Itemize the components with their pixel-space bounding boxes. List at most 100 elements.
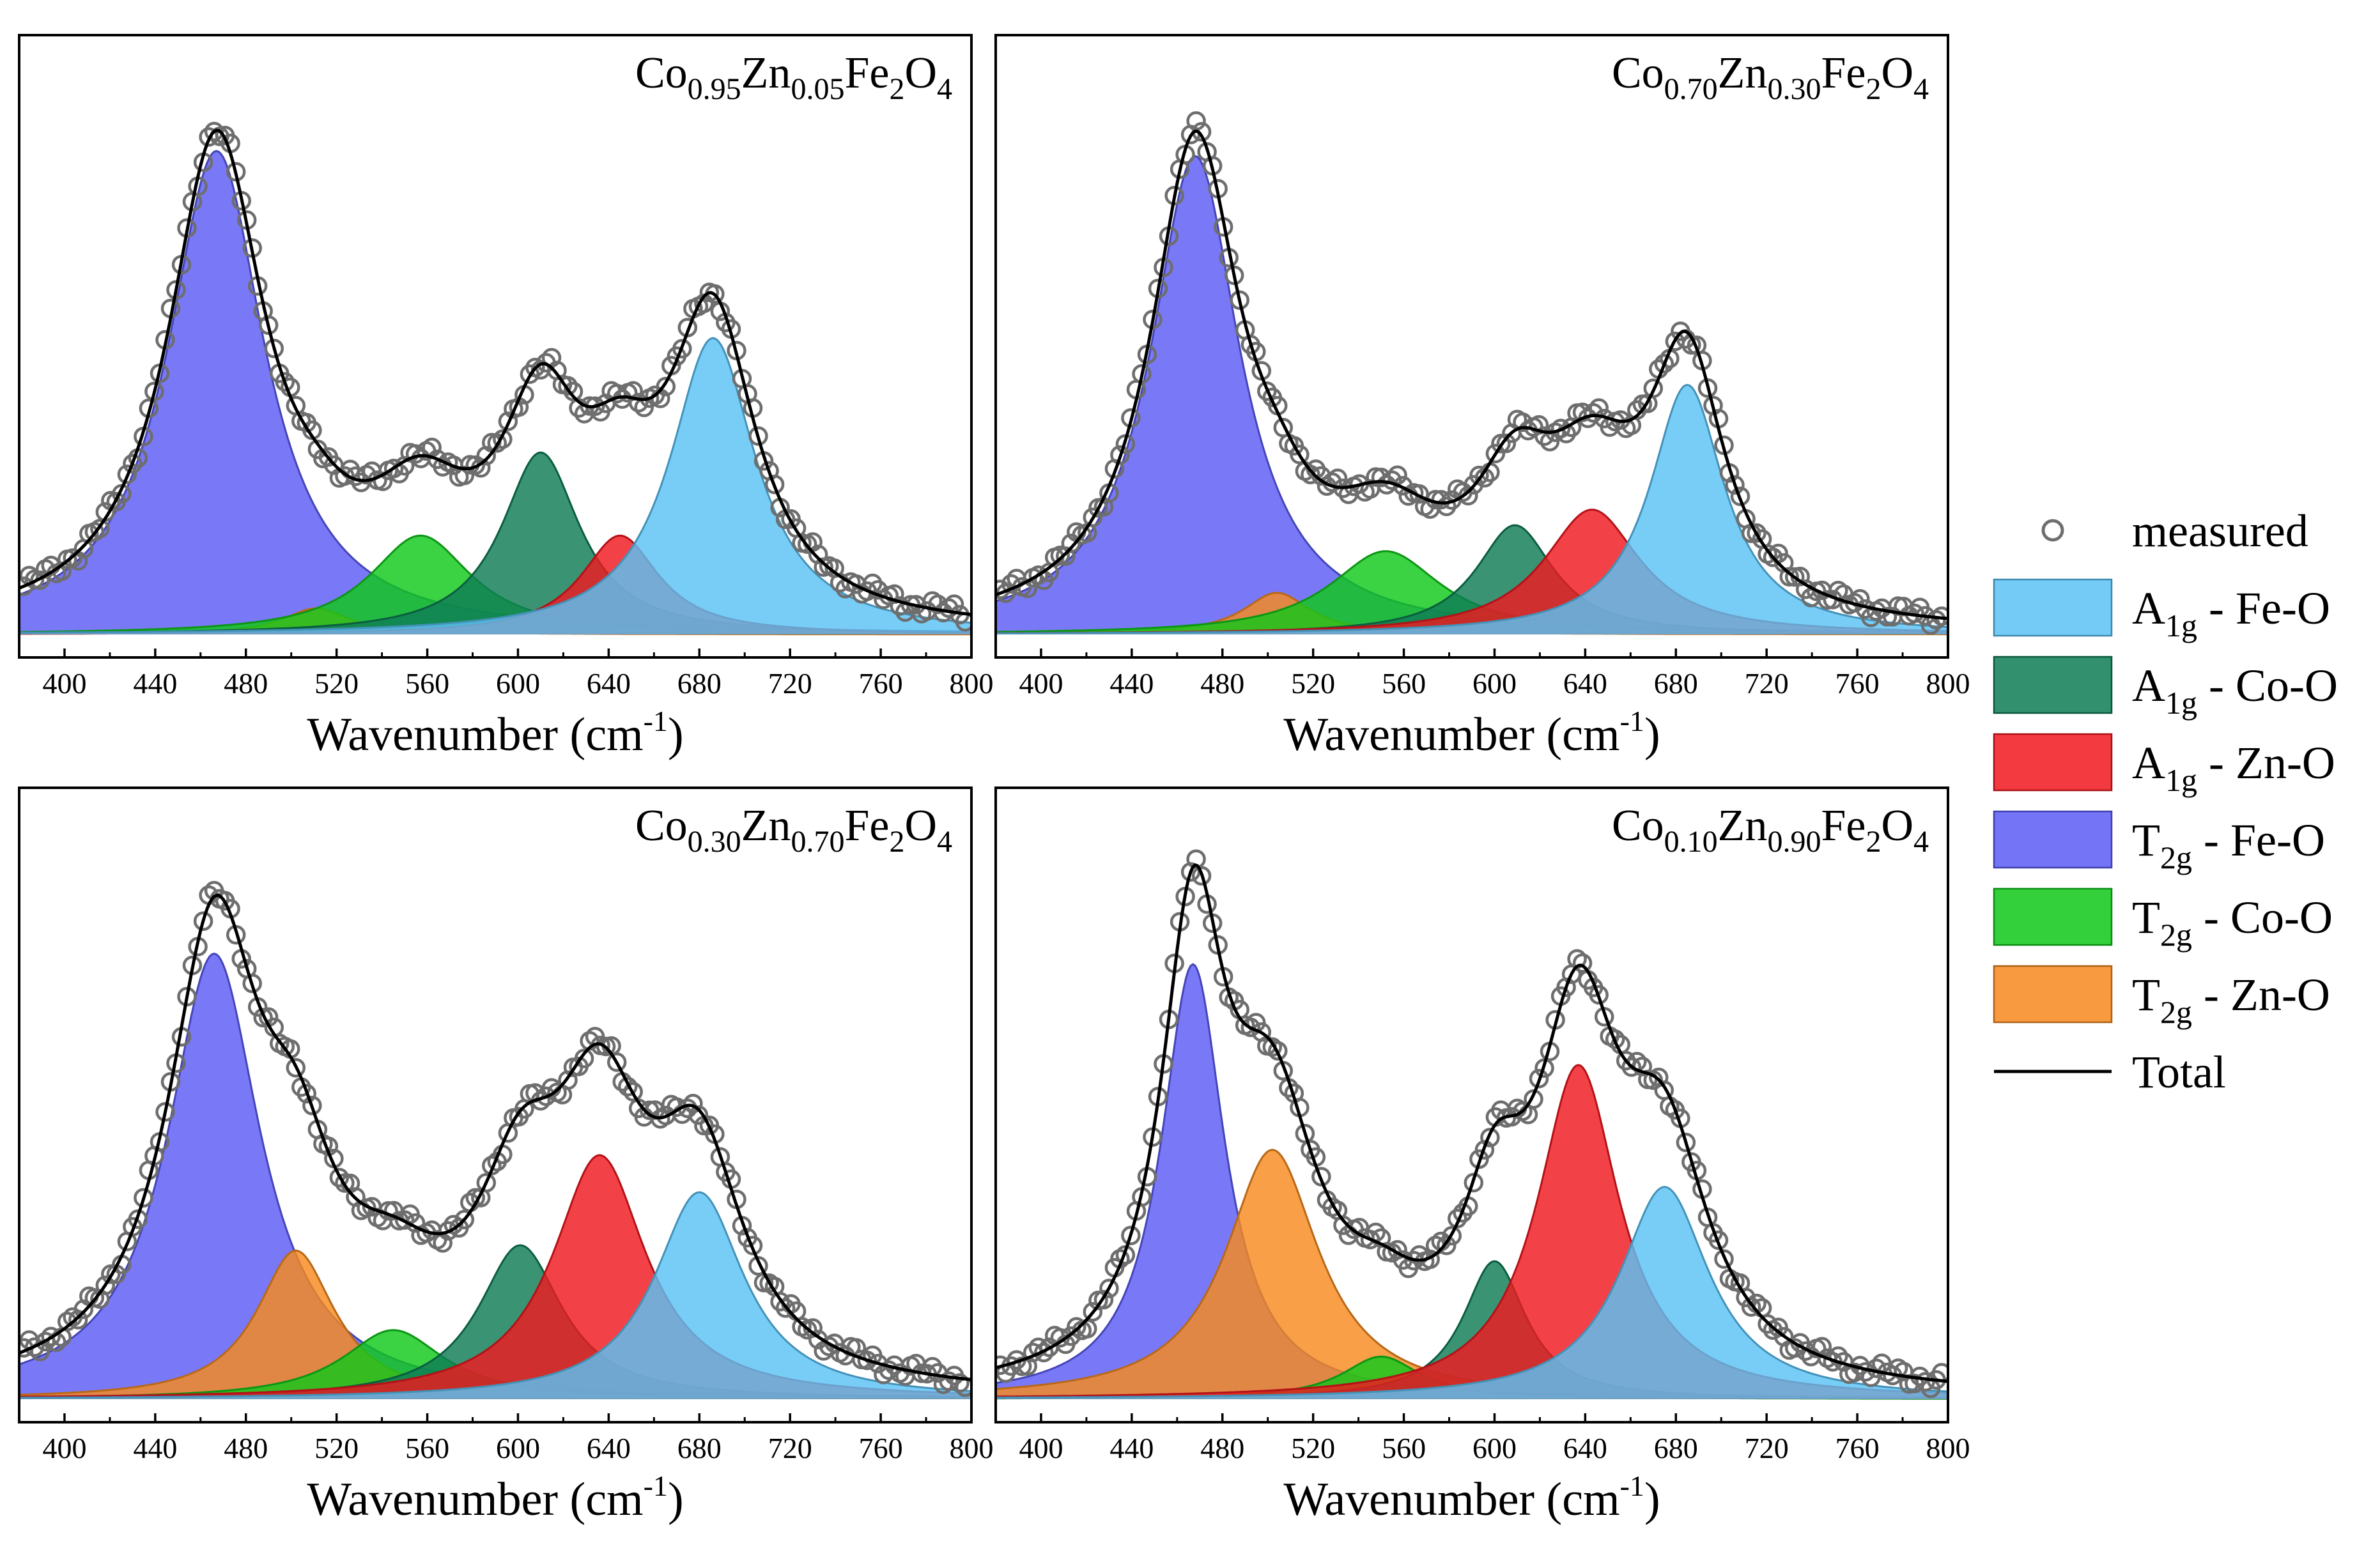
- measured-point: [286, 1057, 306, 1078]
- x-tick-label: 680: [677, 1432, 722, 1464]
- measured-point: [1110, 445, 1130, 465]
- measured-point: [1850, 589, 1870, 609]
- legend-label: A1g - Fe-O: [2132, 583, 2330, 643]
- x-tick-label: 440: [1109, 1432, 1154, 1464]
- x-tick-label: 520: [314, 667, 359, 700]
- x-tick-label: 800: [1926, 1432, 1970, 1464]
- x-tick-label: 640: [587, 667, 631, 700]
- measured-point: [607, 1052, 627, 1072]
- measured-point: [1736, 1287, 1756, 1307]
- peak-fill-t2g-zno: [996, 1149, 1948, 1399]
- measured-point: [688, 1105, 709, 1125]
- measured-point: [302, 1096, 322, 1116]
- x-tick-label: 680: [1654, 1432, 1698, 1464]
- measured-point: [193, 911, 213, 931]
- measured-point: [204, 121, 224, 142]
- legend-label: measured: [2132, 505, 2308, 556]
- panel-title: Co0.30Zn0.70Fe2O4: [635, 801, 952, 859]
- measured-point: [1654, 353, 1674, 374]
- measured-points: [19, 880, 971, 1397]
- x-tick-label: 440: [133, 667, 177, 700]
- measured-point: [95, 1275, 116, 1296]
- measured-point: [857, 1350, 877, 1370]
- peak-fill-a1g-coo: [19, 452, 971, 634]
- measured-point: [134, 1188, 153, 1208]
- legend-item-measured: measured: [2041, 505, 2308, 556]
- measured-point: [68, 1310, 88, 1330]
- x-tick-label: 760: [1835, 1432, 1880, 1464]
- peak-fill-a1g-coo: [996, 1261, 1948, 1399]
- measured-point: [275, 372, 295, 392]
- measured-point: [1186, 111, 1206, 131]
- x-tick-label: 400: [1019, 1432, 1063, 1464]
- peak-fill-a1g-feo: [19, 1192, 971, 1399]
- measured-point: [939, 1371, 959, 1392]
- measured-point: [1621, 1057, 1642, 1077]
- x-tick-label: 680: [677, 667, 722, 700]
- x-tick-label: 520: [314, 1432, 359, 1464]
- measured-point: [144, 381, 164, 401]
- measured-point: [950, 1373, 970, 1393]
- legend-item-a1g-zno: A1g - Zn-O: [1993, 733, 2335, 798]
- measured-point: [1747, 523, 1766, 543]
- legend: measured A1g - Fe-O A1g - Co-O A1g - Zn-O T2…: [1993, 505, 2338, 1098]
- measured-point: [1033, 1342, 1054, 1363]
- total-fit-line: [996, 863, 1948, 1383]
- measured-point: [1099, 1278, 1119, 1298]
- measured-point: [879, 1360, 899, 1380]
- panel-1: 400 440 480 520 560 600 640 680 720 760 800 Wavenum…: [18, 34, 994, 761]
- measured-point: [1121, 1225, 1141, 1246]
- measured-point: [672, 339, 692, 359]
- x-tick-label: 800: [950, 667, 994, 700]
- measured-point: [748, 426, 768, 446]
- peak-fill-a1g-coo: [996, 525, 1948, 634]
- measured-point: [1491, 434, 1511, 454]
- measured-point: [101, 1264, 121, 1284]
- measured-point: [1550, 418, 1571, 438]
- measured-point: [1311, 1167, 1331, 1186]
- measured-point: [454, 1209, 475, 1230]
- x-tick-label: 480: [1200, 667, 1244, 700]
- measured-point: [297, 1084, 317, 1104]
- x-tick-label: 480: [1200, 1432, 1244, 1464]
- plot-area: [996, 849, 1948, 1400]
- measured-point: [1437, 1235, 1457, 1255]
- x-axis: 400 440 480 520 560 600 640 680 720 760 800: [994, 648, 1970, 700]
- x-tick-label: 640: [587, 1432, 631, 1464]
- measured-point: [683, 1094, 703, 1114]
- total-fit-line: [19, 128, 971, 617]
- legend-swatch: [1993, 887, 2113, 946]
- x-tick-label: 720: [1745, 1432, 1789, 1464]
- measured-point: [405, 444, 426, 464]
- panel-title: Co0.10Zn0.90Fe2O4: [1612, 801, 1929, 859]
- legend-label: T2g - Zn-O: [2132, 969, 2330, 1030]
- measured-point: [1725, 475, 1745, 495]
- legend-item-total: Total: [1994, 1047, 2226, 1098]
- x-tick-label: 560: [1382, 667, 1426, 700]
- measured-point: [775, 1298, 796, 1318]
- legend-label: T2g - Fe-O: [2132, 815, 2325, 875]
- x-tick-label: 480: [224, 667, 268, 700]
- measured-point: [1643, 378, 1664, 399]
- x-tick-label: 720: [768, 1432, 812, 1464]
- panel-3: 400 440 480 520 560 600 640 680 720 760 800 Wavenum…: [18, 787, 994, 1526]
- measured-point: [90, 519, 110, 539]
- legend-item-t2g-coo: T2g - Co-O: [1993, 887, 2333, 953]
- x-tick-label: 440: [133, 1432, 177, 1464]
- peak-fill-t2g-feo: [19, 151, 971, 634]
- legend-item-t2g-zno: T2g - Zn-O: [1993, 965, 2330, 1030]
- measured-point: [383, 458, 404, 479]
- measured-point: [1877, 607, 1897, 627]
- plot-area: [19, 121, 971, 636]
- legend-swatch: [1993, 810, 2113, 869]
- legend-swatch: [1993, 656, 2113, 714]
- legend-swatch: [1993, 578, 2113, 637]
- measured-point: [743, 1236, 763, 1255]
- legend-item-a1g-coo: A1g - Co-O: [1993, 656, 2338, 721]
- x-tick-label: 760: [859, 1432, 903, 1464]
- x-axis: 400 440 480 520 560 600 640 680 720 760 800: [994, 1413, 1970, 1464]
- measured-point: [1186, 849, 1206, 869]
- x-axis-label: Wavenumber (cm-1): [307, 1469, 683, 1526]
- measured-point: [1779, 567, 1799, 587]
